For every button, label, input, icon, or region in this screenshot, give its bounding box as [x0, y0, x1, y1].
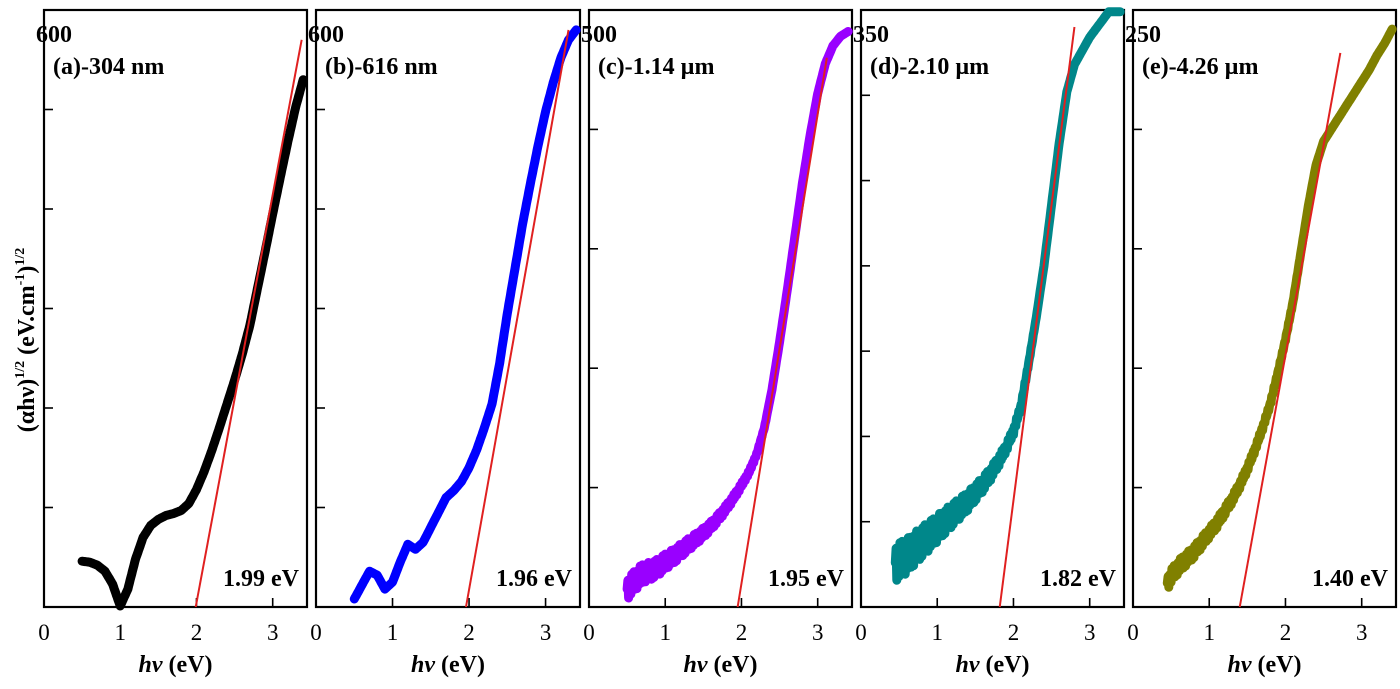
panel-a: 0 1 2 3 (a)-304 nm 600 1.99 eV hν (eV) — [36, 8, 309, 678]
x-tick-label: 0 — [310, 620, 322, 645]
x-tick-label: 0 — [1127, 620, 1139, 645]
x-tick-label: 3 — [812, 620, 824, 645]
band-gap-label: 1.96 eV — [496, 566, 573, 592]
y-max-label: 600 — [36, 22, 72, 48]
x-tick-label: 3 — [267, 620, 279, 645]
x-axis-label: hν (eV) — [956, 652, 1030, 678]
x-tick-label: 1 — [114, 620, 126, 645]
band-gap-label: 1.95 eV — [768, 566, 845, 592]
panel-title: (c)-1.14 µm — [598, 54, 714, 80]
x-tick-label: 1 — [931, 620, 943, 645]
x-axis-label: hν (eV) — [411, 652, 485, 678]
absorption-curve — [77, 75, 308, 611]
panel-b: 0 1 2 3 (b)-616 nm 600 1.96 eV hν (eV) — [308, 8, 582, 678]
x-axis-label: hν (eV) — [139, 652, 213, 678]
absorption-curve — [349, 25, 581, 604]
x-axis-label: hν (eV) — [684, 652, 758, 678]
panel-title: (e)-4.26 µm — [1142, 54, 1258, 80]
plot-frame — [1131, 8, 1398, 609]
x-tick-label: 1 — [387, 620, 399, 645]
y-max-label: 350 — [853, 22, 889, 48]
x-tick-label: 2 — [191, 620, 203, 645]
panel-title: (a)-304 nm — [53, 54, 164, 80]
band-gap-label: 1.99 eV — [223, 566, 300, 592]
x-tick-label: 1 — [1203, 620, 1215, 645]
panel-title: (b)-616 nm — [325, 54, 438, 80]
x-axis-label: hν (eV) — [1228, 652, 1302, 678]
plot-frame — [314, 8, 582, 609]
x-tick-label: 2 — [1008, 620, 1020, 645]
x-tick-label: 2 — [1280, 620, 1292, 645]
panel-d: 0 1 2 3 (d)-2.10 µm 350 1.82 eV hν (eV) — [853, 7, 1126, 678]
absorption-curve — [622, 27, 853, 603]
x-tick-label: 0 — [38, 620, 50, 645]
absorption-curve — [890, 7, 1125, 585]
x-tick-label: 3 — [1084, 620, 1096, 645]
tauc-fit-line — [464, 29, 570, 608]
y-max-label: 600 — [308, 22, 344, 48]
x-tick-label: 2 — [736, 620, 748, 645]
y-max-label: 250 — [1125, 22, 1161, 48]
x-tick-label: 0 — [855, 620, 867, 645]
tauc-fit-line — [998, 26, 1076, 608]
tauc-fit-line — [1238, 52, 1342, 608]
panel-c: 0 1 2 3 (c)-1.14 µm 500 1.95 eV hν (eV) — [581, 8, 854, 678]
tauc-fit-line — [736, 57, 828, 608]
plot-frame — [587, 8, 854, 609]
panel-title: (d)-2.10 µm — [870, 54, 989, 80]
y-axis-label: (αhν)1/2 (eV.cm-1)1/2 — [13, 248, 40, 432]
x-tick-label: 3 — [540, 620, 552, 645]
x-tick-label: 3 — [1356, 620, 1368, 645]
absorption-curve — [1162, 24, 1397, 592]
x-tick-label: 2 — [463, 620, 475, 645]
plot-frame — [859, 8, 1126, 609]
band-gap-label: 1.40 eV — [1312, 566, 1389, 592]
band-gap-label: 1.82 eV — [1040, 566, 1117, 592]
x-tick-label: 1 — [659, 620, 671, 645]
panel-e: 0 1 2 3 (e)-4.26 µm 250 1.40 eV hν (eV) — [1125, 8, 1398, 678]
tauc-fit-line — [194, 39, 303, 608]
x-tick-label: 0 — [583, 620, 595, 645]
y-max-label: 500 — [581, 22, 617, 48]
